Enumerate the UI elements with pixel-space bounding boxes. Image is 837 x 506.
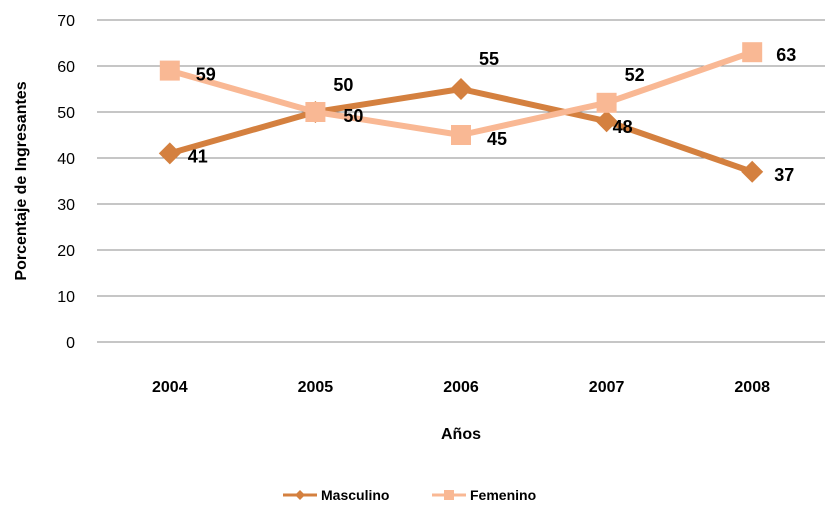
- y-tick-label: 40: [57, 151, 75, 168]
- diamond-marker: [595, 110, 618, 133]
- series-layer: [158, 42, 764, 183]
- y-tick-label: 10: [57, 289, 75, 306]
- legend-diamond-marker: [295, 490, 305, 500]
- diamond-marker: [158, 142, 181, 165]
- legend-label: Masculino: [321, 487, 389, 503]
- legend-item-femenino: Femenino: [432, 487, 536, 503]
- data-label: 48: [613, 117, 633, 137]
- data-label: 50: [333, 75, 353, 95]
- x-axis-ticks: 2004 2005 2006 2007 2008: [152, 379, 770, 396]
- square-marker: [596, 92, 617, 113]
- data-label: 50: [343, 106, 363, 126]
- square-marker: [451, 125, 471, 145]
- legend-item-masculino: Masculino: [283, 487, 389, 503]
- square-marker: [305, 102, 326, 122]
- y-tick-label: 50: [57, 105, 75, 122]
- legend-label: Femenino: [470, 487, 536, 503]
- data-label: 37: [774, 165, 794, 185]
- data-label: 55: [479, 49, 499, 69]
- data-label: 45: [487, 129, 507, 149]
- y-tick-label: 30: [57, 197, 75, 214]
- data-label: 59: [196, 65, 216, 85]
- x-tick-label: 2005: [298, 379, 334, 396]
- x-tick-label: 2007: [589, 379, 625, 396]
- square-marker: [742, 42, 763, 63]
- x-tick-label: 2004: [152, 379, 188, 396]
- y-tick-label: 20: [57, 243, 75, 260]
- gridlines: [97, 19, 825, 297]
- data-label: 63: [776, 45, 796, 65]
- data-label: 41: [188, 146, 208, 166]
- diamond-marker: [450, 78, 472, 100]
- x-axis-title: Años: [441, 426, 481, 443]
- legend: Masculino Femenino: [283, 487, 536, 503]
- data-labels: 41 50 55 48 37 59 50 45 52 63: [188, 45, 796, 185]
- y-tick-label: 0: [66, 335, 75, 352]
- legend-square-marker: [444, 490, 454, 500]
- y-axis-ticks: 0 10 20 30 40 50 60 70: [57, 13, 75, 352]
- y-tick-label: 60: [57, 59, 75, 76]
- x-tick-label: 2006: [443, 379, 479, 396]
- square-marker: [159, 60, 180, 81]
- y-tick-label: 70: [57, 13, 75, 30]
- y-axis-title: Porcentaje de Ingresantes: [13, 81, 30, 280]
- series-femenino: [159, 42, 763, 145]
- data-label: 52: [625, 65, 645, 85]
- x-tick-label: 2008: [734, 379, 770, 396]
- diamond-marker: [741, 160, 764, 183]
